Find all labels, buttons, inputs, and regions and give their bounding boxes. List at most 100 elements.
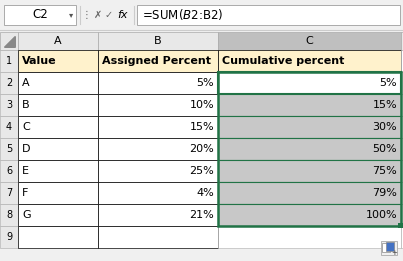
Bar (0, 72, 18, 94)
Bar (381, 241, 397, 255)
Bar (98, 32, 218, 50)
Bar (18, 50, 98, 72)
Bar (0, 138, 18, 160)
Text: B: B (154, 36, 162, 46)
Bar (0, 182, 18, 204)
Bar (0, 50, 18, 72)
Bar (218, 72, 401, 226)
Text: +: + (391, 250, 397, 256)
Text: ✓: ✓ (105, 10, 113, 20)
Bar (218, 94, 401, 116)
Bar (18, 116, 98, 138)
Text: G: G (22, 210, 31, 220)
Bar (218, 138, 401, 160)
Bar (401, 32, 403, 50)
Bar (98, 226, 218, 248)
Bar (398, 223, 403, 228)
Bar (98, 50, 218, 72)
Bar (98, 160, 218, 182)
Text: 3: 3 (6, 100, 12, 110)
Bar (98, 94, 218, 116)
Bar (0, 204, 18, 226)
Text: 7: 7 (6, 188, 12, 198)
Bar (98, 116, 218, 138)
Bar (18, 94, 98, 116)
Text: 4: 4 (6, 122, 12, 132)
Bar (218, 32, 401, 50)
Text: 20%: 20% (189, 144, 214, 154)
Bar (401, 116, 403, 138)
Text: 50%: 50% (372, 144, 397, 154)
Bar (98, 204, 218, 226)
Bar (401, 226, 403, 248)
Bar (218, 160, 401, 182)
Text: F: F (22, 188, 28, 198)
Bar (0, 226, 18, 248)
Text: E: E (22, 166, 29, 176)
Bar (0, 0, 403, 30)
Bar (401, 72, 403, 94)
Text: 100%: 100% (366, 210, 397, 220)
Bar (0, 116, 18, 138)
Bar (98, 72, 218, 94)
Text: fx: fx (117, 10, 127, 20)
Text: 2: 2 (6, 78, 12, 88)
Text: 10%: 10% (189, 100, 214, 110)
Bar (401, 138, 403, 160)
Text: 6: 6 (6, 166, 12, 176)
Text: 4%: 4% (196, 188, 214, 198)
Text: 5%: 5% (196, 78, 214, 88)
Text: 8: 8 (6, 210, 12, 220)
Text: B: B (22, 100, 30, 110)
Text: 75%: 75% (372, 166, 397, 176)
Bar (18, 32, 98, 50)
Text: 5%: 5% (379, 78, 397, 88)
Bar (98, 138, 218, 160)
Bar (401, 50, 403, 72)
Bar (218, 116, 401, 138)
Text: 5: 5 (6, 144, 12, 154)
Bar (18, 160, 98, 182)
Bar (0, 32, 18, 50)
Bar (218, 204, 401, 226)
Bar (18, 226, 98, 248)
Bar (401, 160, 403, 182)
Text: C: C (22, 122, 30, 132)
Text: C: C (305, 36, 314, 46)
Bar (218, 226, 401, 248)
Bar (18, 72, 98, 94)
Bar (0, 94, 18, 116)
Text: 79%: 79% (372, 188, 397, 198)
Text: C2: C2 (32, 9, 48, 21)
Text: 9: 9 (6, 232, 12, 242)
Bar (218, 50, 401, 72)
Polygon shape (4, 37, 15, 47)
Bar (137, 5, 400, 25)
Text: 30%: 30% (372, 122, 397, 132)
Text: D: D (22, 144, 31, 154)
Text: ✗: ✗ (94, 10, 102, 20)
Text: Assigned Percent: Assigned Percent (102, 56, 211, 66)
Text: 15%: 15% (372, 100, 397, 110)
Text: 1: 1 (6, 56, 12, 66)
Text: =SUM($B$2:B2): =SUM($B$2:B2) (142, 8, 223, 22)
Bar (0, 160, 18, 182)
Text: A: A (54, 36, 62, 46)
Bar (18, 182, 98, 204)
Text: A: A (22, 78, 30, 88)
Bar (401, 204, 403, 226)
Bar (98, 182, 218, 204)
Bar (18, 204, 98, 226)
Bar (401, 182, 403, 204)
Text: 25%: 25% (189, 166, 214, 176)
Text: Cumulative percent: Cumulative percent (222, 56, 345, 66)
Bar (401, 94, 403, 116)
Bar (18, 138, 98, 160)
Text: ⋮: ⋮ (82, 10, 92, 20)
Text: Value: Value (22, 56, 57, 66)
Bar (382, 243, 390, 252)
Bar (4, 5, 76, 25)
Text: ▾: ▾ (69, 10, 73, 20)
Bar (218, 182, 401, 204)
Bar (386, 242, 394, 251)
